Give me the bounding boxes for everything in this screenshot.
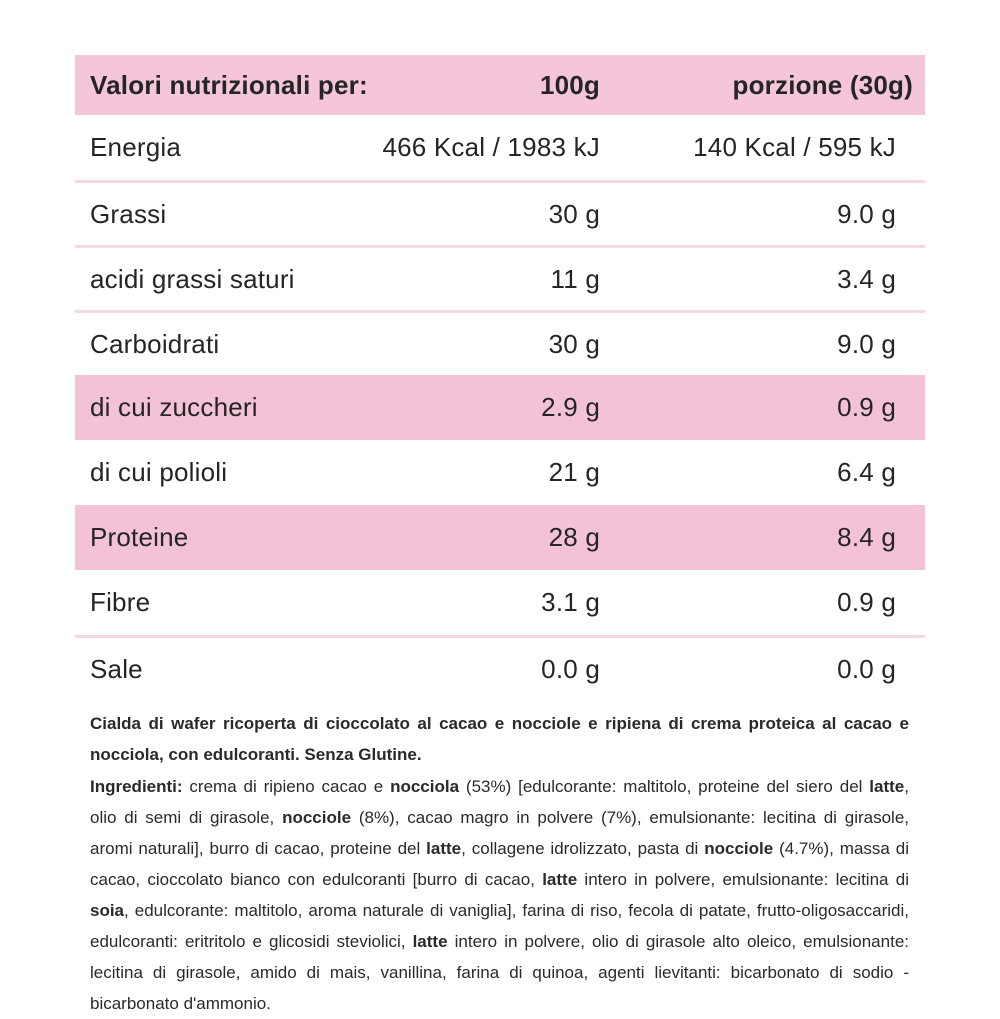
row-label: acidi grassi saturi [90, 263, 295, 294]
table-header-row: Valori nutrizionali per: 100g porzione (… [75, 55, 925, 115]
row-value-100g: 28 g [548, 522, 600, 552]
row-label: Grassi [90, 198, 167, 229]
row-label: Carboidrati [90, 328, 220, 359]
row-value-portion: 3.4 g [837, 263, 896, 294]
row-value-100g: 0.0 g [541, 653, 600, 684]
row-value-portion: 8.4 g [837, 522, 896, 552]
nutrition-label: Valori nutrizionali per: 100g porzione (… [75, 55, 925, 1019]
header-label: Valori nutrizionali per: [90, 69, 368, 100]
table-row-di-cui-zuccheri: di cui zuccheri 2.9 g 0.9 g [75, 375, 925, 440]
row-value-100g: 30 g [548, 198, 600, 229]
row-value-portion: 0.9 g [837, 587, 896, 617]
product-description: Cialda di wafer ricoperta di cioccolato … [90, 714, 909, 764]
table-row-carboidrati: Carboidrati 30 g 9.0 g [75, 310, 925, 375]
row-label: di cui polioli [90, 457, 228, 487]
header-col-100g: 100g [539, 69, 600, 100]
row-value-100g: 3.1 g [541, 587, 600, 617]
row-value-portion: 140 Kcal / 595 kJ [693, 132, 896, 162]
row-value-portion: 9.0 g [837, 198, 896, 229]
row-value-100g: 2.9 g [541, 392, 600, 422]
table-row-energia: Energia 466 Kcal / 1983 kJ 140 Kcal / 59… [75, 115, 925, 180]
row-value-100g: 30 g [548, 328, 600, 359]
header-col-portion: porzione (30g) [732, 69, 913, 100]
row-label: Fibre [90, 587, 151, 617]
table-row-fibre: Fibre 3.1 g 0.9 g [75, 570, 925, 635]
row-value-100g: 21 g [548, 457, 600, 487]
nutrition-table: Valori nutrizionali per: 100g porzione (… [75, 55, 925, 700]
table-row-grassi: Grassi 30 g 9.0 g [75, 180, 925, 245]
label-text-block: Cialda di wafer ricoperta di cioccolato … [75, 700, 925, 1019]
row-value-portion: 0.9 g [837, 392, 896, 422]
row-value-portion: 0.0 g [837, 653, 896, 684]
table-row-acidi-grassi-saturi: acidi grassi saturi 11 g 3.4 g [75, 245, 925, 310]
row-label: Sale [90, 653, 143, 684]
row-label: Energia [90, 132, 182, 162]
row-value-portion: 6.4 g [837, 457, 896, 487]
ingredients-paragraph: Ingredienti: crema di ripieno cacao e no… [90, 777, 909, 1013]
table-row-sale: Sale 0.0 g 0.0 g [75, 635, 925, 700]
row-value-portion: 9.0 g [837, 328, 896, 359]
table-row-proteine: Proteine 28 g 8.4 g [75, 505, 925, 570]
row-label: di cui zuccheri [90, 392, 258, 422]
table-row-di-cui-polioli: di cui polioli 21 g 6.4 g [75, 440, 925, 505]
row-label: Proteine [90, 522, 189, 552]
row-value-100g: 466 Kcal / 1983 kJ [382, 132, 600, 162]
row-value-100g: 11 g [550, 263, 600, 294]
